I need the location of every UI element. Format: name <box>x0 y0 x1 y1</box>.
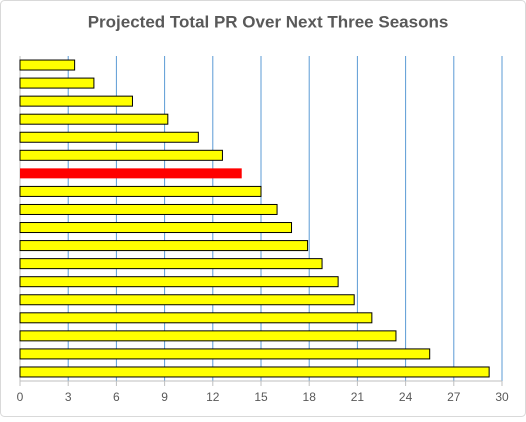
bar <box>19 348 431 360</box>
x-tick-label: 9 <box>161 390 168 404</box>
bar <box>20 168 242 179</box>
bar <box>19 330 397 342</box>
x-tick-label: 30 <box>495 390 509 404</box>
bar <box>19 95 133 107</box>
bar <box>19 258 323 270</box>
bar <box>19 366 490 378</box>
x-tick-label: 6 <box>113 390 120 404</box>
x-tick-label: 27 <box>447 390 461 404</box>
x-tick-label: 24 <box>399 390 413 404</box>
x-tick-label: 21 <box>351 390 365 404</box>
bar <box>19 222 293 234</box>
bar <box>19 240 309 252</box>
bar <box>19 312 373 324</box>
bar <box>19 276 339 288</box>
bar <box>19 113 169 125</box>
chart-title: Projected Total PR Over Next Three Seaso… <box>88 12 449 31</box>
x-tick-label: 0 <box>17 390 24 404</box>
x-tick-label: 15 <box>254 390 268 404</box>
bar <box>19 185 262 197</box>
bar <box>19 131 199 143</box>
x-tick-label: 12 <box>206 390 220 404</box>
bar <box>19 149 223 161</box>
bar <box>19 59 76 71</box>
x-tick-label: 18 <box>303 390 317 404</box>
bar <box>19 77 95 89</box>
bar <box>19 294 355 306</box>
x-tick-label: 3 <box>65 390 72 404</box>
bar <box>19 203 278 215</box>
